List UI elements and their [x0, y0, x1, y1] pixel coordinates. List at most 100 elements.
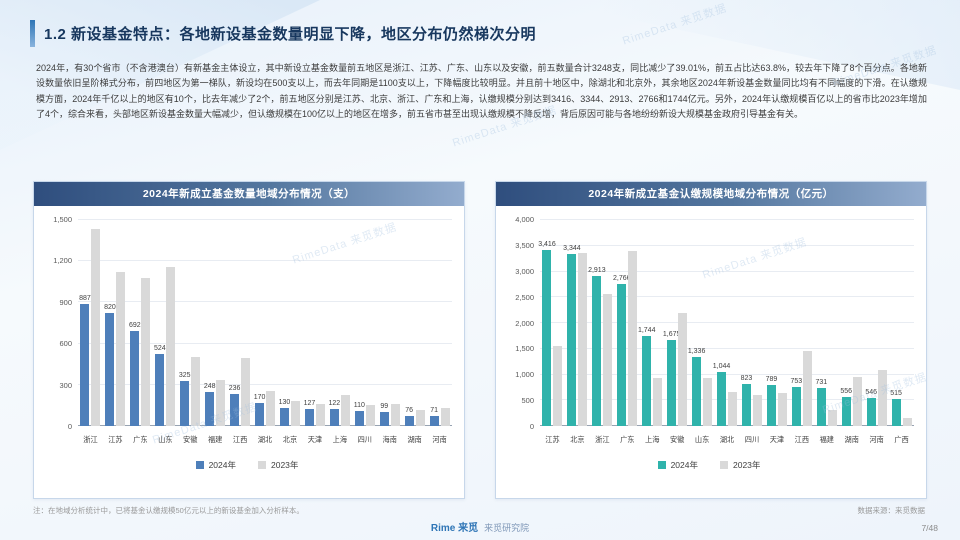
x-tick-label: 山东 — [158, 435, 173, 444]
body-paragraph: 2024年，有30个省市（不含港澳台）有新基金主体设立，其中新设立基金数量前五地… — [36, 63, 927, 120]
x-tick-label: 上海 — [645, 435, 660, 444]
x-tick-label: 安徽 — [669, 435, 685, 444]
bar-2023年 — [777, 392, 787, 426]
bar-2024年 — [304, 408, 314, 426]
bar-2023年 — [752, 395, 762, 426]
gridline — [78, 383, 452, 385]
x-axis: 浙江 江苏 广东 山东 安徽 福建 江西 湖北 北京 天津 上海 四川 海南 湖南 河南 — [78, 431, 452, 445]
bar-group: 122 — [327, 220, 352, 426]
bar-2023年 — [852, 376, 862, 426]
x-tick-label: 广东 — [133, 435, 148, 444]
title-accent-bar — [30, 20, 35, 47]
y-tick-label: 300 — [59, 380, 72, 390]
legend-label: 2024年 — [670, 460, 698, 470]
gridline — [540, 296, 914, 298]
y-tick-label: 500 — [521, 396, 534, 406]
footnote: 注：在地域分析统计中，已将基金认缴规模50亿元以上的新设基金加入分析样本。 — [33, 506, 304, 515]
data-label: 170 — [253, 393, 266, 401]
bar-2023年 — [902, 417, 912, 426]
bar-group: 1,044 — [713, 220, 740, 426]
y-tick-label: 1,000 — [515, 370, 534, 380]
bar-2023年 — [166, 266, 176, 426]
bar-2024年 — [841, 397, 851, 426]
y-tick-label: 0 — [529, 422, 534, 431]
bar-group: 820 — [103, 220, 128, 426]
bar-group: 556 — [839, 220, 864, 426]
data-label: 3,344 — [563, 244, 581, 252]
y-tick-label: 1,200 — [53, 256, 72, 266]
x-tick-label: 江苏 — [545, 435, 560, 444]
bar-2024年 — [717, 372, 727, 426]
legend-label: 2023年 — [733, 460, 761, 470]
data-label: 887 — [79, 295, 91, 303]
bar-2024年 — [766, 385, 776, 426]
legend-swatch — [258, 461, 266, 469]
data-label: 76 — [405, 406, 414, 414]
bar-2024年 — [816, 388, 826, 426]
bar-group: 110 — [352, 220, 377, 426]
bar-group: 76 — [402, 220, 427, 426]
bar-group: 1,336 — [688, 220, 715, 426]
gridline — [78, 219, 452, 220]
x-tick-label: 广西 — [894, 435, 909, 444]
x-tick-label: 北京 — [570, 435, 585, 444]
y-axis: 4,000 3,500 3,000 2,500 2,000 1,500 1,000 500 0 — [504, 215, 540, 431]
bar-2023年 — [390, 403, 400, 426]
bar-2024年 — [105, 313, 115, 426]
data-label: 731 — [815, 379, 828, 387]
y-tick-label: 2,000 — [515, 318, 534, 328]
bar-group: 3,416 — [538, 220, 565, 426]
bar-2024年 — [617, 283, 627, 426]
gridline — [540, 270, 914, 272]
gridline — [540, 244, 914, 246]
data-label: 3,416 — [538, 241, 556, 249]
data-label: 1,675 — [662, 330, 681, 338]
gridlines — [78, 219, 452, 426]
bar-2024年 — [667, 339, 677, 426]
bar-2024年 — [329, 409, 339, 426]
x-tick-label: 浙江 — [83, 435, 98, 444]
bar-2024年 — [205, 391, 215, 426]
bar-2023年 — [241, 357, 251, 426]
bar-2023年 — [703, 377, 713, 426]
page-number: 7/48 — [921, 523, 938, 533]
chart-title: 2024年新成立基金数量地域分布情况（支） — [34, 182, 464, 206]
bar-2024年 — [642, 336, 652, 426]
plot-area: 3,416 3,344 2,913 2,766 1,744 1,675 1,336 1,044… — [538, 219, 914, 426]
bar-2024年 — [741, 383, 751, 426]
data-label: 248 — [203, 382, 216, 390]
data-label: 1,744 — [637, 327, 656, 335]
bar-2024年 — [542, 250, 552, 426]
y-tick-label: 0 — [67, 421, 72, 431]
bar-2024年 — [354, 410, 364, 426]
bar-2023年 — [678, 312, 688, 426]
footer-brand: Rime 来觅 来觅研究院 — [0, 519, 960, 534]
chart-legend: 2024年 2023年 — [504, 445, 914, 471]
data-label: 236 — [228, 384, 241, 392]
bar-2024年 — [230, 393, 240, 426]
bar-group: 3,344 — [563, 220, 590, 426]
bar-2023年 — [191, 357, 201, 426]
x-tick-label: 江西 — [794, 435, 810, 444]
x-axis-line — [540, 425, 914, 426]
data-label: 127 — [303, 399, 316, 407]
bar-2024年 — [255, 402, 265, 426]
y-tick-label: 1,500 — [53, 215, 72, 224]
chart-body: 4,000 3,500 3,000 2,500 2,000 1,500 1,000 500 0 … — [496, 206, 926, 471]
bar-2024年 — [279, 408, 289, 426]
bar-groups: 887 820 692 524 325 248 236 170 130 127 122 110 99 76… — [78, 220, 452, 426]
data-label: 823 — [740, 374, 753, 382]
data-label: 789 — [765, 376, 778, 384]
gridline — [540, 399, 914, 401]
y-tick-label: 3,000 — [515, 266, 534, 276]
chart-body: 1,500 1,200 900 600 300 0 887 820 692 524 325 248 2… — [34, 206, 464, 471]
bar-group: 2,766 — [613, 220, 640, 426]
bar-2023年 — [116, 272, 126, 426]
bar-2024年 — [130, 330, 140, 426]
bar-2024年 — [891, 399, 901, 426]
bar-group: 2,913 — [588, 220, 615, 426]
x-tick-label: 河南 — [869, 435, 884, 444]
bar-group: 248 — [203, 220, 228, 426]
x-tick-label: 福建 — [207, 435, 223, 444]
bar-2024年 — [866, 397, 876, 426]
